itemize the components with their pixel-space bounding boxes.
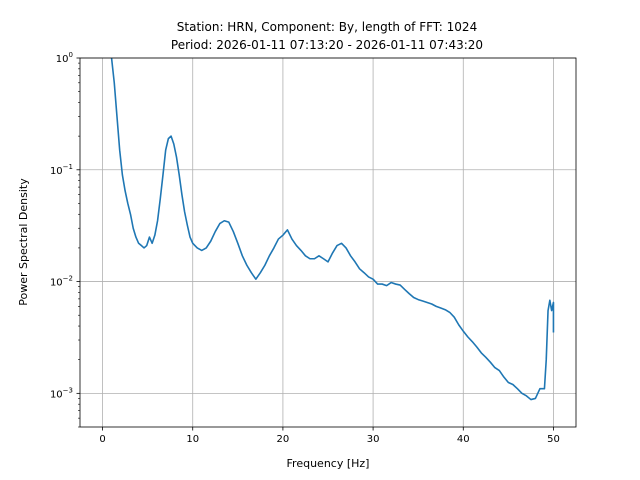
y-tick-exponent: −1 [63, 163, 73, 171]
y-tick-label: 10−2 [50, 275, 73, 289]
y-tick-base: 10 [50, 278, 63, 289]
x-axis-label: Frequency [Hz] [287, 457, 370, 470]
x-tick-label: 50 [547, 434, 560, 445]
plot-area [110, 58, 555, 401]
y-tick-label: 10−1 [50, 163, 73, 177]
chart-title: Station: HRN, Component: By, length of F… [177, 20, 477, 34]
y-tick-exponent: −2 [63, 275, 73, 283]
x-tick-label: 10 [186, 434, 199, 445]
x-tick-label: 20 [277, 434, 290, 445]
psd-series-line [110, 58, 555, 401]
y-tick-exponent: 0 [69, 51, 73, 59]
x-tick-label: 0 [99, 434, 105, 445]
x-tick-label: 40 [457, 434, 470, 445]
x-tick-label: 30 [367, 434, 380, 445]
axes-frame [79, 57, 577, 428]
y-tick-label: 10−3 [50, 386, 73, 400]
y-tick-label: 100 [56, 51, 73, 65]
y-axis-label: Power Spectral Density [17, 178, 30, 306]
y-tick-base: 10 [56, 54, 69, 65]
y-tick-base: 10 [50, 389, 63, 400]
y-tick-exponent: −3 [63, 386, 73, 394]
y-tick-base: 10 [50, 166, 63, 177]
chart-subtitle: Period: 2026-01-11 07:13:20 - 2026-01-11… [171, 38, 483, 52]
